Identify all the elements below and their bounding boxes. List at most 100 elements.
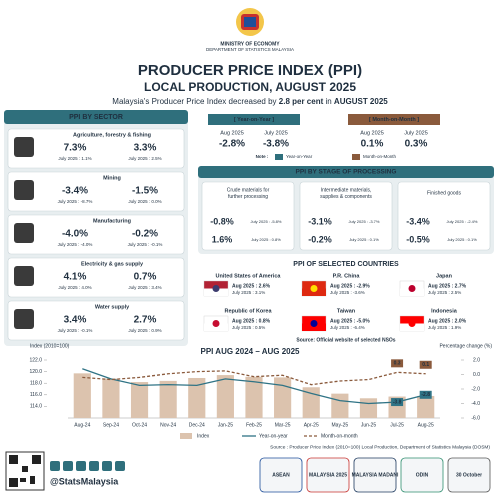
bar [417,395,435,418]
logo [447,457,491,493]
sector-icon [14,137,34,157]
headline-value: -3.8% [263,139,289,150]
stage-yoy: -3.1% [308,216,332,226]
y-tick-label: 114.0 [30,404,42,410]
y-axis-label: Index (2010=100) [30,343,70,349]
y2-tick-label: -2.0 [471,386,480,392]
headline-value: -2.8% [219,139,245,150]
sector-yoy: -3.4% [62,186,88,197]
stage-mom: -0.5% [406,234,430,244]
logo-text: MALAYSIA 2025 [309,472,347,478]
stage-mom: -0.2% [308,234,332,244]
x-tick-label: Aug-24 [74,422,90,428]
country-previous: July 2025 : 0.5% [232,325,265,330]
country-current: Aug 2025 : 0.8% [232,318,271,324]
flag [302,288,326,296]
panel-title: PPI OF SELECTED COUNTRIES [293,261,399,268]
stage-name: further processing [228,194,268,200]
x-tick-label: Jul-25 [390,422,404,428]
stage-yoy-prev: July 2025 : -3.7% [349,219,380,224]
flag [212,320,220,327]
stage-card [299,181,393,251]
value-label: 0.3 [394,361,401,367]
legend-label: Year-on-year [259,433,288,439]
country-current: Aug 2025 : 2.0% [428,318,467,324]
sector-mom-prev: July 2025 : 0.0% [128,199,161,204]
period-label: Aug 2025 [220,130,244,136]
stage-yoy-prev: July 2025 : -5.8% [251,219,282,224]
headline-value: 0.1% [361,139,384,150]
country-name: Japan [436,273,453,279]
logo [306,457,350,493]
flag [204,323,228,331]
period-label: Aug 2025 [360,130,384,136]
yoy-header [208,114,300,125]
sector-icon [14,223,34,243]
stage-name: Finished goods [427,190,461,196]
panel-title: PPI BY STAGE OF PROCESSING [296,169,397,176]
sector-name: Water supply [95,304,130,310]
sector-icon [14,266,34,286]
bar [102,378,120,418]
lead-part: 2.8 per cent [279,97,324,106]
note-label: Year-on-Year [286,154,313,159]
sector-yoy-prev: July 2025 : 4.0% [58,285,91,290]
sector-header [4,110,188,124]
source: Source: Official website of selected NSO… [296,337,395,343]
y2-tick-label: -4.0 [471,401,480,407]
flag [400,288,424,296]
logo [400,457,444,493]
y2-tick-label: 0.0 [473,372,480,378]
x-tick-label: May-25 [332,422,349,428]
logo-text: MALAYSIA MADANI [352,472,399,478]
stage-name: Intermediate materials, [321,187,372,193]
sector-icon [14,309,34,329]
country-name: P.R. China [333,273,361,279]
bar [188,377,206,418]
x-tick-label: Dec-24 [189,422,205,428]
mom-header [348,114,440,125]
y-tick-label: 118.0 [30,381,42,387]
stage-mom-prev: July 2025 : 0.1% [447,237,477,242]
sector-card [7,171,185,212]
sector-yoy: 7.3% [64,143,87,154]
sector-mom: 0.7% [134,272,157,283]
country-previous: July 2025 : -3.6% [330,290,365,295]
value-label: -3.8 [393,399,402,405]
legend-label: Month-on-month [321,433,358,439]
box-heading: [ Year-on-Year ] [234,117,274,123]
sector-mom: 2.7% [134,315,157,326]
country-previous: July 2025 : -6.4% [330,325,365,330]
bar [274,377,292,418]
y-tick-label: 122.0 [29,357,42,363]
crest [236,8,264,36]
legend-swatch [180,433,192,439]
country-name: Indonesia [431,308,458,314]
lead: Malaysia's Producer Price Index decrease… [112,97,388,106]
y2-tick-label: -6.0 [471,415,480,421]
sector-card [7,300,185,341]
value-label-box [391,359,404,368]
country-name: Republic of Korea [224,308,272,314]
sector-yoy-prev: July 2025 : -4.0% [58,242,93,247]
stage-card [397,181,491,251]
sector-card [7,257,185,298]
sector-yoy-prev: July 2025 : -0.1% [58,328,93,333]
bar [331,393,349,418]
x-tick-label: Aug-25 [418,422,434,428]
panel-title: PPI BY SECTOR [69,114,123,121]
sector-mom-prev: July 2025 : 2.5% [128,156,161,161]
y-tick-label: 116.0 [30,392,42,398]
x-tick-label: Mar-25 [275,422,291,428]
note-swatch [352,154,360,160]
flag [310,285,318,292]
sector-yoy-prev: July 2025 : 1.1% [58,156,91,161]
stage-yoy: -3.4% [406,216,430,226]
country-name: United States of America [216,273,282,279]
stage-mom-prev: July 2025 : 0.1% [349,237,379,242]
sector-mom: 3.3% [134,143,157,154]
sector-name: Electricity & gas supply [81,261,144,267]
chart-title: PPI AUG 2024 – AUG 2025 [200,347,300,356]
bar [245,376,263,418]
